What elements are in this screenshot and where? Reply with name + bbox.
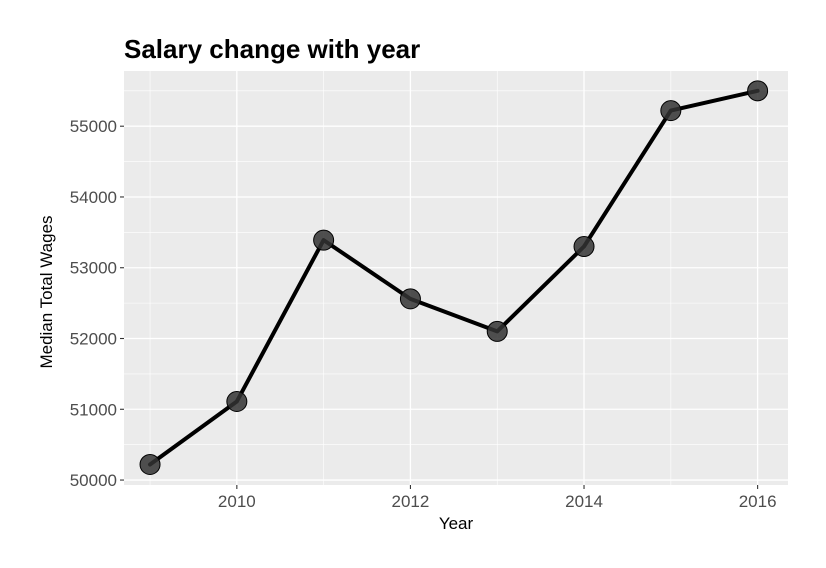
x-tick-label: 2016 [739, 492, 777, 511]
data-point [226, 390, 248, 412]
y-tick-label: 50000 [70, 471, 117, 490]
y-tick-label: 55000 [70, 117, 117, 136]
data-point [486, 320, 508, 342]
y-tick-label: 53000 [70, 259, 117, 278]
data-point [139, 453, 161, 475]
data-point [399, 288, 421, 310]
series-line [148, 88, 760, 467]
plot-panel [124, 71, 788, 485]
data-point [573, 236, 595, 258]
y-axis-label: Median Total Wages [37, 215, 56, 369]
x-tick-label: 2010 [218, 492, 256, 511]
x-tick-label: 2014 [565, 492, 603, 511]
data-point [313, 229, 335, 251]
x-tick-label: 2012 [392, 492, 430, 511]
y-tick-label: 51000 [70, 400, 117, 419]
data-point [747, 80, 769, 102]
data-point [660, 100, 682, 122]
y-tick-label: 54000 [70, 188, 117, 207]
y-tick-label: 52000 [70, 330, 117, 349]
chart-title: Salary change with year [124, 34, 421, 64]
x-axis-label: Year [438, 514, 474, 533]
